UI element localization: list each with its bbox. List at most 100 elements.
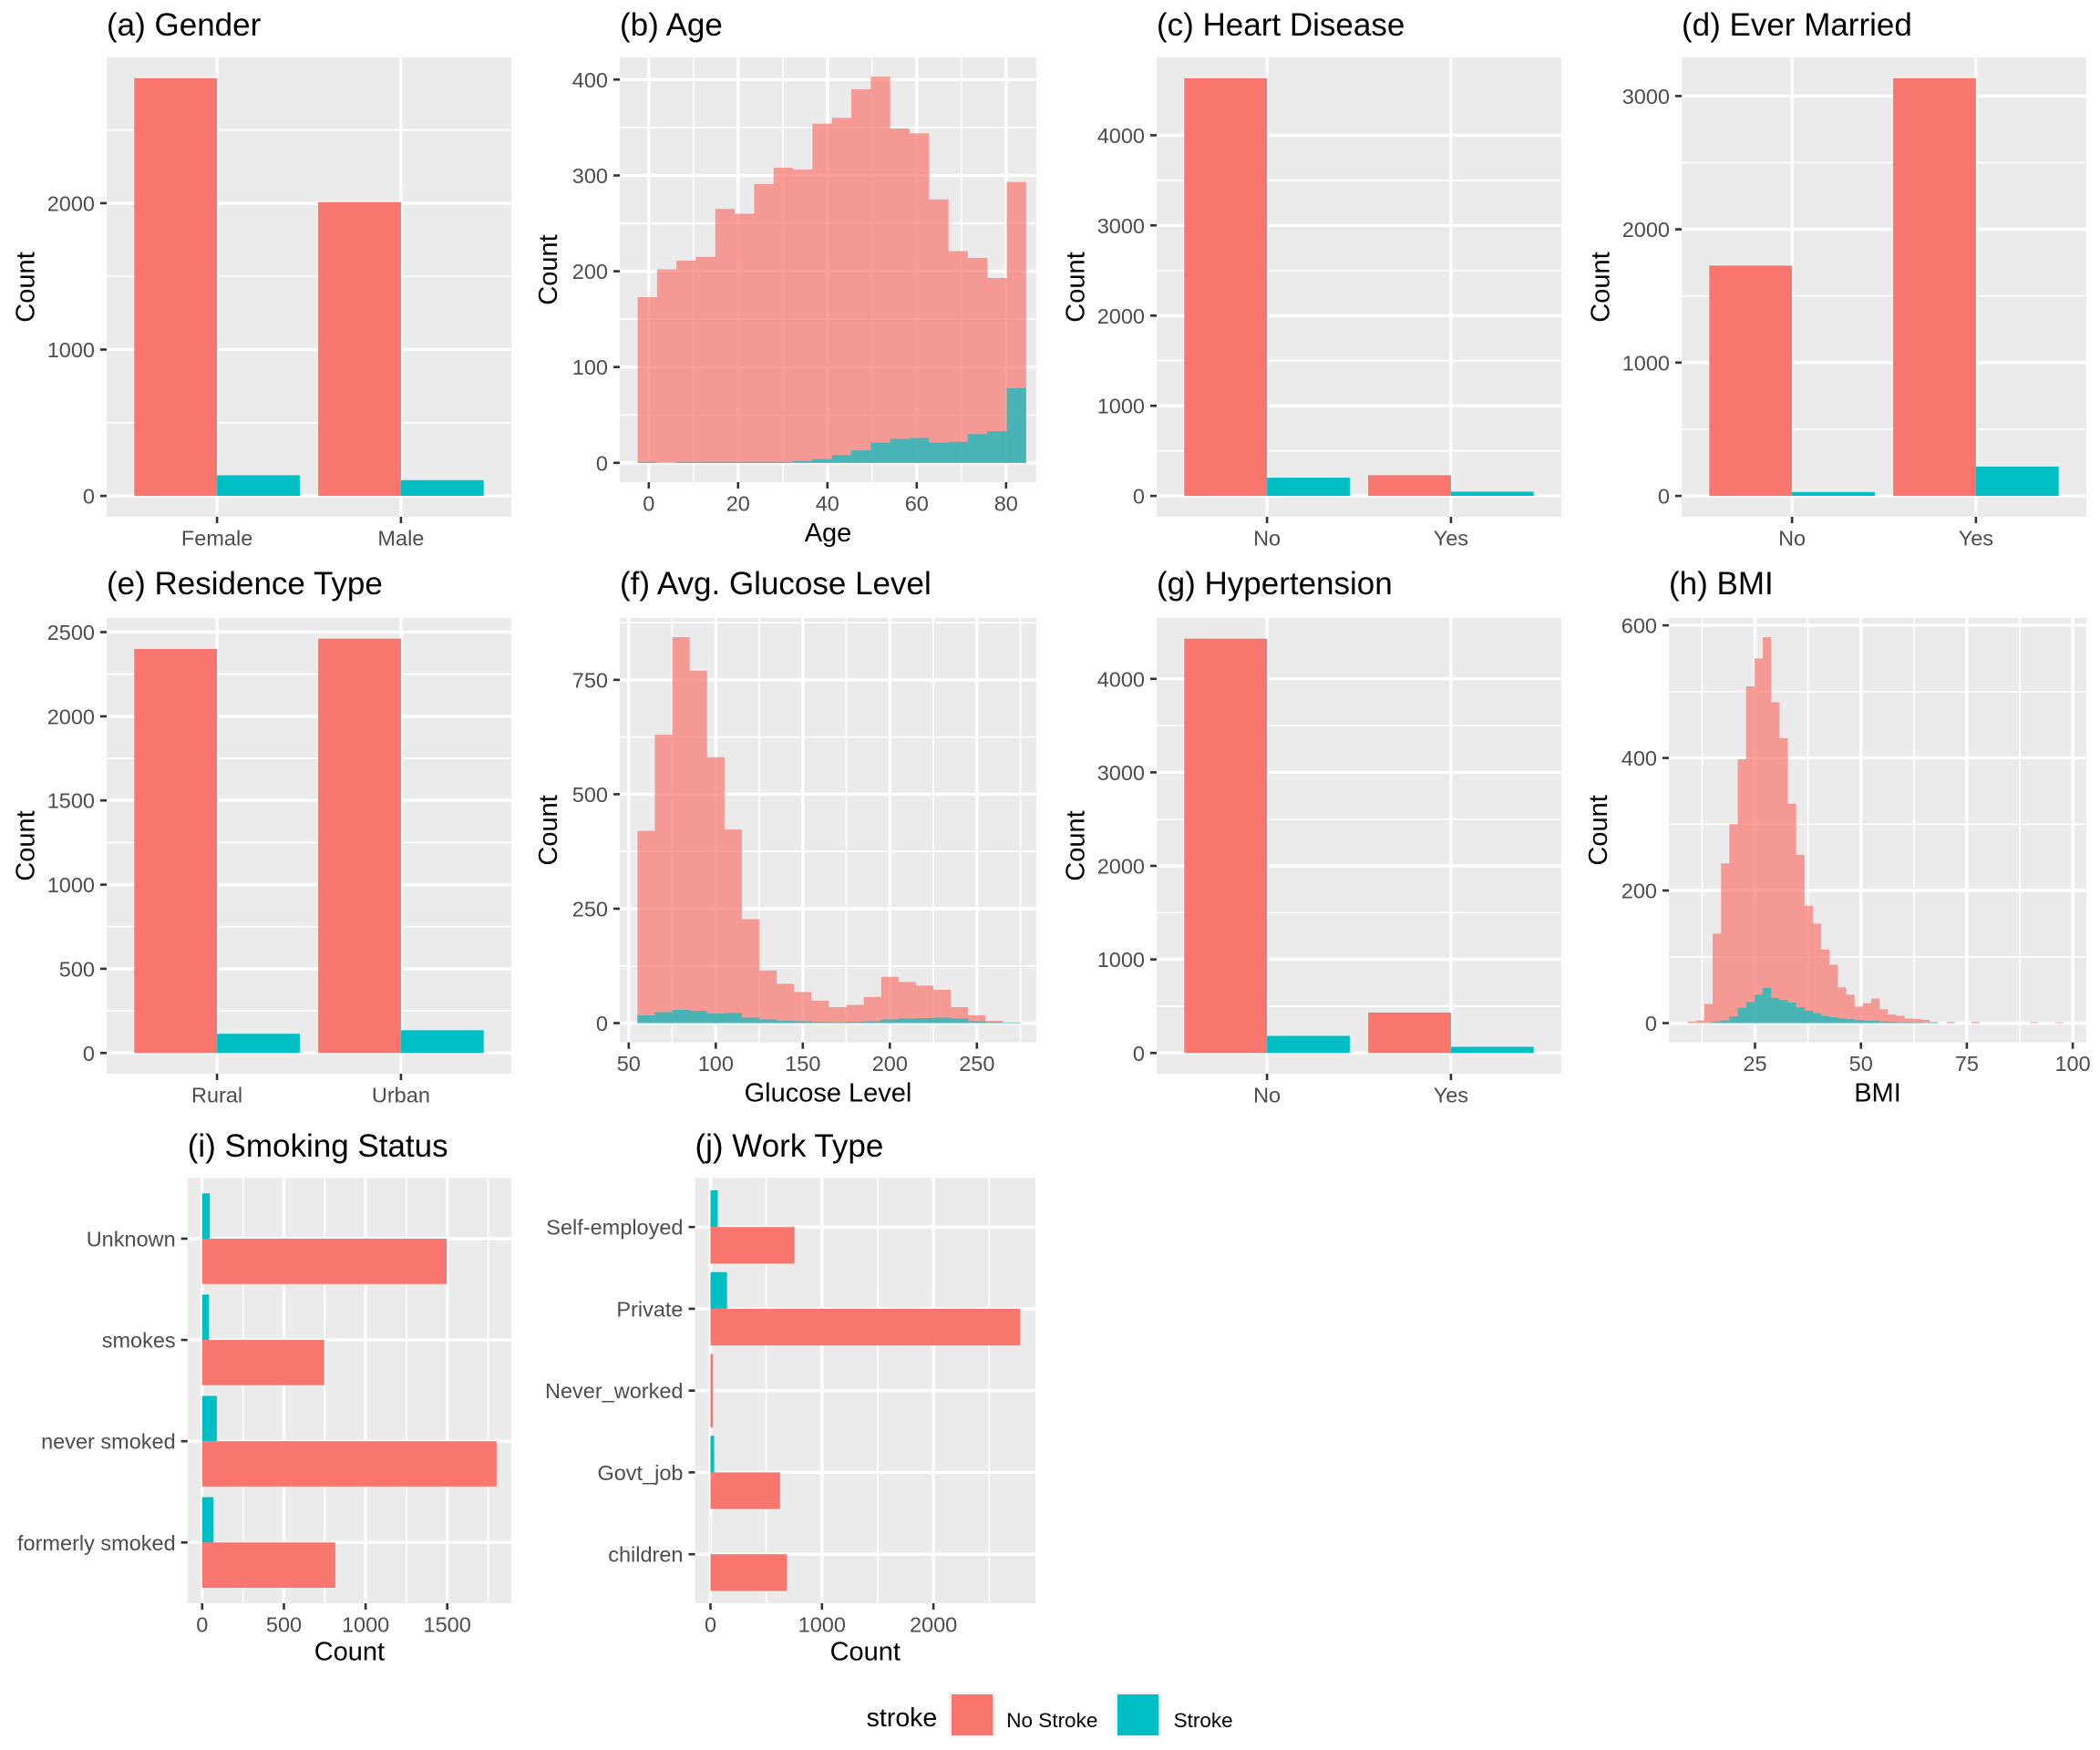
svg-text:No Stroke: No Stroke [1006, 1709, 1097, 1732]
svg-text:0: 0 [643, 492, 654, 516]
svg-text:1000: 1000 [1622, 351, 1670, 375]
svg-text:never smoked: never smoked [41, 1430, 176, 1454]
svg-text:500: 500 [59, 957, 95, 981]
svg-text:0: 0 [83, 1042, 95, 1065]
svg-text:20: 20 [726, 492, 750, 516]
svg-text:No: No [1778, 527, 1806, 551]
svg-text:Rural: Rural [191, 1084, 242, 1107]
svg-text:Yes: Yes [1959, 527, 1993, 551]
svg-text:(d) Ever Married: (d) Ever Married [1682, 7, 1912, 43]
svg-text:40: 40 [816, 492, 839, 516]
svg-text:Govt_job: Govt_job [597, 1461, 683, 1485]
svg-text:stroke: stroke [867, 1704, 938, 1733]
svg-text:300: 300 [572, 164, 608, 188]
svg-text:Count: Count [1584, 795, 1613, 865]
svg-text:Count: Count [1062, 810, 1091, 880]
svg-text:(f) Avg. Glucose Level: (f) Avg. Glucose Level [620, 566, 932, 602]
svg-text:150: 150 [785, 1052, 820, 1076]
svg-text:1000: 1000 [1097, 948, 1145, 972]
svg-text:(e) Residence Type: (e) Residence Type [107, 566, 383, 602]
svg-text:Age: Age [805, 519, 852, 548]
svg-text:Stroke: Stroke [1174, 1709, 1233, 1732]
svg-text:Self-employed: Self-employed [546, 1216, 683, 1240]
svg-text:(b) Age: (b) Age [620, 7, 723, 43]
svg-text:1000: 1000 [1097, 395, 1145, 418]
svg-text:80: 80 [994, 492, 1018, 516]
svg-text:No: No [1253, 1084, 1281, 1107]
svg-text:0: 0 [83, 485, 95, 509]
svg-text:Count: Count [534, 234, 563, 304]
svg-text:No: No [1253, 527, 1281, 551]
svg-text:25: 25 [1743, 1052, 1766, 1076]
svg-text:400: 400 [572, 68, 608, 92]
svg-text:0: 0 [596, 1012, 608, 1035]
svg-text:Male: Male [377, 527, 424, 551]
svg-text:100: 100 [2054, 1052, 2090, 1076]
svg-text:600: 600 [1621, 614, 1657, 638]
svg-text:50: 50 [617, 1052, 641, 1076]
svg-text:Count: Count [1062, 252, 1091, 322]
svg-text:4000: 4000 [1097, 124, 1145, 148]
svg-text:500: 500 [572, 783, 608, 807]
svg-text:Unknown: Unknown [87, 1228, 176, 1251]
svg-text:children: children [608, 1543, 683, 1567]
svg-text:(c) Heart Disease: (c) Heart Disease [1157, 7, 1405, 43]
svg-text:BMI: BMI [1854, 1079, 1901, 1108]
svg-text:Female: Female [181, 527, 252, 551]
svg-text:1000: 1000 [47, 338, 95, 362]
svg-text:(g) Hypertension: (g) Hypertension [1157, 566, 1393, 602]
svg-text:Urban: Urban [372, 1084, 430, 1107]
svg-text:100: 100 [572, 355, 608, 379]
svg-text:4000: 4000 [1097, 667, 1145, 691]
svg-text:Glucose Level: Glucose Level [745, 1079, 912, 1108]
svg-text:(j) Work Type: (j) Work Type [695, 1128, 884, 1164]
svg-text:400: 400 [1621, 746, 1657, 770]
svg-text:3000: 3000 [1097, 214, 1145, 238]
svg-text:250: 250 [959, 1052, 994, 1076]
svg-text:200: 200 [1621, 880, 1657, 903]
svg-text:75: 75 [1955, 1052, 1979, 1076]
svg-text:(i) Smoking Status: (i) Smoking Status [188, 1128, 448, 1164]
svg-text:1000: 1000 [342, 1613, 389, 1637]
svg-text:formerly smoked: formerly smoked [17, 1531, 176, 1555]
svg-text:2000: 2000 [910, 1613, 957, 1637]
svg-text:50: 50 [1849, 1052, 1873, 1076]
svg-text:Count: Count [1587, 252, 1616, 322]
svg-text:1500: 1500 [424, 1613, 471, 1637]
svg-text:(h) BMI: (h) BMI [1669, 566, 1774, 602]
svg-text:0: 0 [196, 1613, 208, 1637]
svg-text:2500: 2500 [47, 621, 95, 644]
svg-text:0: 0 [705, 1613, 716, 1637]
svg-text:250: 250 [572, 898, 608, 921]
svg-text:Never_worked: Never_worked [545, 1379, 684, 1403]
svg-text:1500: 1500 [47, 789, 95, 813]
svg-text:Private: Private [616, 1297, 683, 1321]
svg-text:3000: 3000 [1622, 85, 1670, 108]
svg-text:2000: 2000 [47, 705, 95, 728]
svg-text:2000: 2000 [47, 191, 95, 215]
svg-text:200: 200 [872, 1052, 908, 1076]
svg-text:0: 0 [1133, 485, 1145, 509]
svg-text:1000: 1000 [798, 1613, 846, 1637]
svg-text:3000: 3000 [1097, 761, 1145, 785]
svg-text:0: 0 [596, 451, 608, 475]
svg-text:2000: 2000 [1622, 218, 1670, 242]
svg-text:60: 60 [905, 492, 929, 516]
svg-text:200: 200 [572, 260, 608, 283]
svg-text:500: 500 [266, 1613, 302, 1637]
svg-text:Yes: Yes [1434, 527, 1468, 551]
svg-text:Count: Count [12, 810, 41, 880]
svg-text:0: 0 [1645, 1012, 1657, 1035]
svg-text:Count: Count [314, 1638, 385, 1667]
svg-text:Count: Count [12, 252, 41, 322]
svg-text:0: 0 [1133, 1042, 1145, 1065]
svg-text:1000: 1000 [47, 873, 95, 897]
svg-text:Count: Count [534, 795, 563, 865]
svg-text:2000: 2000 [1097, 855, 1145, 879]
svg-text:0: 0 [1658, 485, 1670, 509]
svg-text:smokes: smokes [102, 1329, 176, 1353]
svg-text:Count: Count [830, 1638, 901, 1667]
svg-text:750: 750 [572, 668, 608, 692]
svg-text:100: 100 [698, 1052, 734, 1076]
svg-text:Yes: Yes [1434, 1084, 1468, 1107]
